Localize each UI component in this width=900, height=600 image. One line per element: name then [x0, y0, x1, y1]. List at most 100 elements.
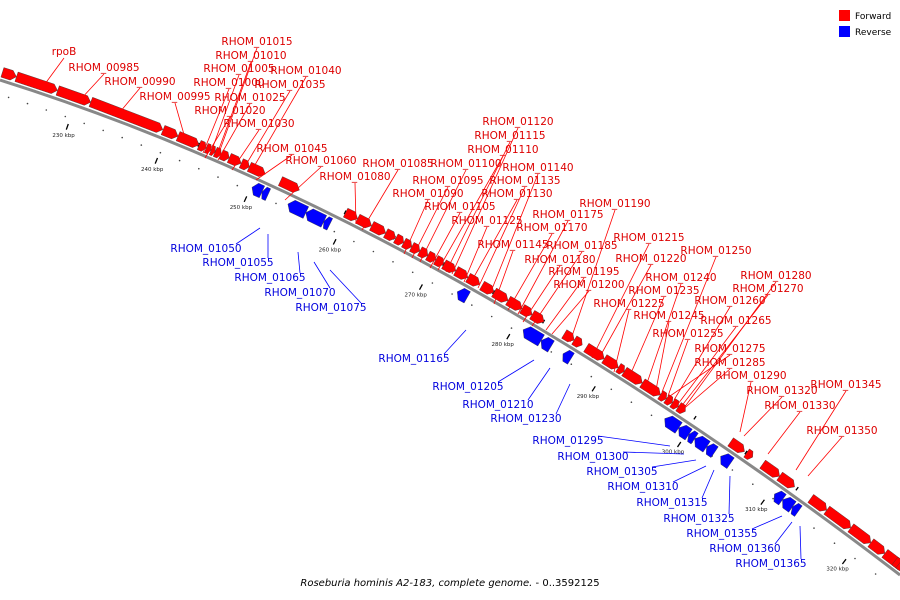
leader-rhom-01215: [591, 243, 650, 359]
gene-arrow-rhom-01295: [664, 415, 683, 434]
minor-tick: [83, 122, 85, 125]
minor-tick: [140, 144, 143, 146]
gene-label-rhom-01050: RHOM_01050: [170, 243, 241, 255]
gene-label-rhom-01315: RHOM_01315: [636, 497, 707, 509]
gene-arrow-rhom-01070: [305, 208, 327, 228]
gene-label-rhom-01075: RHOM_01075: [295, 302, 366, 314]
gene-label-rhom-01345: RHOM_01345: [810, 379, 881, 391]
gene-label-rhom-01180: RHOM_01180: [524, 254, 595, 266]
outer-tick: [795, 486, 799, 491]
minor-tick: [178, 159, 181, 162]
gene-arrow-rhom-01205: [522, 326, 545, 347]
minor-tick: [490, 315, 493, 318]
gene-arrow-rhom-01260: [727, 437, 745, 454]
kbp-tick-label: 250 kbp: [230, 205, 253, 211]
legend: Forward Reverse: [839, 10, 892, 38]
gene-label-rpob: rpoB: [52, 46, 77, 58]
leader-rhom-01045: [255, 154, 293, 181]
gene-label-rhom-01170: RHOM_01170: [516, 222, 587, 234]
gene-label-rhom-01105: RHOM_01105: [424, 201, 495, 213]
leader-rhom-01020: [204, 116, 231, 159]
gene-arrow-rhom-01355: [773, 490, 787, 506]
leader-rhom-01270: [679, 294, 769, 409]
gene-arrow-rhom-01350: [895, 562, 900, 572]
genome-range: - 0..3592125: [532, 578, 600, 589]
gene-arrow-rhom-01090: [369, 221, 386, 236]
gene-label-rhom-01185: RHOM_01185: [546, 240, 617, 252]
leader-rhom-01015: [219, 47, 258, 151]
minor-tick: [7, 96, 10, 99]
leader-rhom-01275: [669, 354, 731, 397]
gene-label-rhom-01045: RHOM_01045: [256, 143, 327, 155]
leader-rhom-00995: [174, 102, 186, 139]
gene-arrow-rhom-01300: [678, 424, 693, 441]
kbp-tick-label: 290 kbp: [577, 394, 600, 400]
outer-tick: [744, 450, 748, 455]
leader-rhom-01260: [673, 306, 731, 401]
leader-rhom-01145: [493, 250, 514, 305]
gene-arrow-rhom-01185: [529, 310, 545, 324]
minor-tick: [236, 184, 239, 187]
kbp-tick-mark: [841, 558, 847, 565]
leader-rhom-01200: [551, 290, 590, 335]
forward-legend-label: Forward: [855, 12, 891, 22]
gene-arrow-rhom-01035: [226, 153, 242, 167]
gene-label-rhom-01145: RHOM_01145: [477, 239, 548, 251]
gene-arrow-rpob: [0, 67, 17, 81]
kbp-tick-label: 310 kbp: [745, 507, 768, 513]
gene-arrow-rhom-01165: [457, 288, 471, 304]
leader-rhom-01165: [443, 329, 467, 355]
leader-rhom-01360: [774, 521, 793, 545]
gene-label-rhom-01355: RHOM_01355: [686, 528, 757, 540]
leader-rhom-01190: [569, 209, 616, 343]
gene-label-rhom-01165: RHOM_01165: [378, 353, 449, 365]
gene-arrow-rhom-01085: [355, 213, 372, 229]
kbp-tick-label: 320 kbp: [826, 567, 849, 573]
leader-rhom-01095: [411, 186, 449, 259]
minor-tick: [471, 304, 473, 306]
leader-rhom-01000: [202, 88, 230, 154]
leader-rhom-01345: [795, 390, 847, 471]
leader-rhom-01305: [651, 459, 697, 468]
gene-label-rhom-01080: RHOM_01080: [319, 171, 390, 183]
gene-label-rhom-01065: RHOM_01065: [234, 272, 305, 284]
gene-arrow-rhom-01290: [847, 523, 872, 545]
leader-rhom-01115: [445, 141, 511, 273]
gene-label-rhom-01330: RHOM_01330: [764, 400, 835, 412]
leader-rhom-01330: [767, 411, 801, 455]
gene-arrow-rhom-01365: [790, 503, 803, 517]
minor-tick: [752, 483, 754, 486]
gene-arrow-rhom-00990: [55, 85, 91, 106]
gene-arrow-rhom-01145: [479, 280, 495, 295]
gene-label-rhom-01365: RHOM_01365: [735, 558, 806, 570]
kbp-tick-mark: [332, 238, 337, 245]
leader-rhom-01070: [313, 261, 331, 289]
gene-label-rhom-01100: RHOM_01100: [430, 158, 501, 170]
leader-rhom-01050: [235, 227, 261, 245]
kbp-tick-mark: [243, 196, 248, 203]
gene-arrow-rhom-01040: [238, 158, 250, 171]
gene-label-rhom-01260: RHOM_01260: [694, 295, 765, 307]
leader-rhom-01010: [215, 61, 252, 158]
gene-labels: rpoB RHOM_00985 RHOM_00990 RHOM_00995 RHOM_0…: [41, 36, 882, 570]
minor-tick: [353, 240, 355, 243]
minor-tick: [121, 136, 123, 139]
leader-rhom-01025: [217, 103, 251, 161]
gene-label-rhom-01060: RHOM_01060: [285, 155, 356, 167]
gene-label-rhom-01025: RHOM_01025: [214, 92, 285, 104]
gene-label-rhom-01285: RHOM_01285: [694, 357, 765, 369]
minor-tick: [550, 351, 553, 353]
kbp-tick-mark: [154, 157, 159, 164]
minor-tick: [772, 497, 774, 500]
gene-label-rhom-01175: RHOM_01175: [532, 209, 603, 221]
gene-arrow-rhom-01235: [639, 378, 661, 397]
gene-label-rhom-01360: RHOM_01360: [709, 543, 780, 555]
leader-rhom-01220: [597, 264, 652, 361]
kbp-tick-mark: [760, 499, 765, 505]
gene-label-rhom-00995: RHOM_00995: [139, 91, 210, 103]
gene-arrow-rhom-01050: [251, 182, 265, 199]
minor-tick: [874, 573, 877, 575]
leader-rhom-01310: [672, 465, 707, 483]
gene-arrow-rhom-01255: [675, 402, 686, 414]
gene-label-rhom-01240: RHOM_01240: [645, 272, 716, 284]
